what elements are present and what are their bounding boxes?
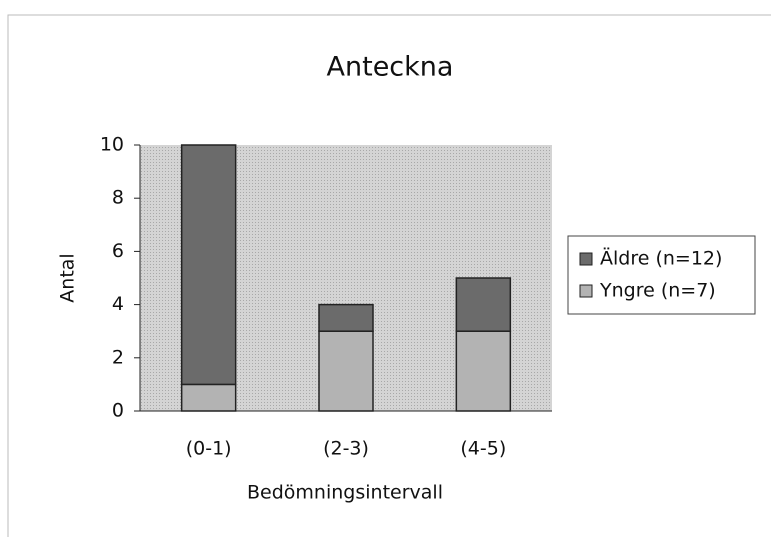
y-tick-label: 0: [112, 400, 124, 422]
legend-swatch: [579, 284, 593, 298]
x-axis-label: Bedömningsintervall: [247, 482, 443, 504]
x-tick-label: (2-3): [323, 438, 369, 460]
bar-segment: [318, 330, 374, 412]
bar-segment: [318, 303, 374, 332]
bar-segment: [455, 277, 512, 332]
y-axis-label: Antal: [57, 253, 79, 302]
y-tick-label: 6: [112, 240, 124, 262]
legend-label: Yngre (n=7): [599, 280, 716, 302]
legend-label: Äldre (n=12): [600, 247, 722, 270]
legend-swatch: [579, 252, 593, 266]
chart-border: [7, 14, 771, 537]
y-tick-label: 4: [112, 293, 124, 315]
x-tick-label: (0-1): [186, 438, 232, 460]
legend: [567, 235, 756, 315]
y-tick-label: 10: [100, 134, 124, 156]
bar-segment: [455, 330, 512, 412]
x-tick-label: (4-5): [460, 438, 506, 460]
bar-segment: [180, 144, 237, 386]
chart-title: Anteckna: [327, 52, 454, 83]
y-tick-label: 8: [112, 187, 124, 209]
bar-segment: [180, 383, 237, 412]
y-tick-label: 2: [112, 346, 124, 368]
